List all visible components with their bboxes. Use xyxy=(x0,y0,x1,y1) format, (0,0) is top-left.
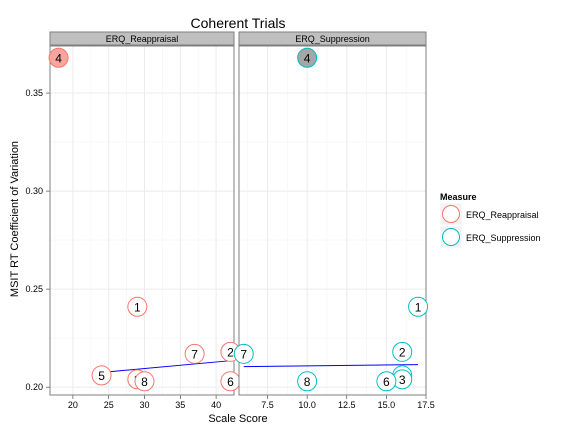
point-label: 4 xyxy=(304,51,311,65)
data-point: 5 xyxy=(91,365,112,386)
point-label: 1 xyxy=(415,300,422,314)
point-label: 8 xyxy=(304,375,311,389)
legend-entry: ERQ_Reappraisal xyxy=(439,202,539,226)
facet-strip-label: ERQ_Reappraisal xyxy=(106,34,179,44)
point-label: 3 xyxy=(399,373,406,387)
facet-strip xyxy=(238,31,427,46)
legend-label: ERQ_Suppression xyxy=(466,233,541,243)
x-axis-title: Scale Score xyxy=(208,413,267,425)
point-label: 5 xyxy=(98,369,105,383)
legend-title: Measure xyxy=(440,192,477,202)
point-label: 7 xyxy=(240,347,247,361)
panel-border xyxy=(49,45,235,396)
data-point: 8 xyxy=(297,371,318,392)
point-label: 4 xyxy=(55,51,62,65)
legend: Measure ERQ_Reappraisal ERQ_Suppression xyxy=(439,192,541,249)
regression-line xyxy=(101,360,231,373)
y-axis-title: MSIT RT Coefficient of Variation xyxy=(9,141,21,297)
point-circle xyxy=(91,365,112,386)
y-tick-label: 0.35 xyxy=(25,88,43,98)
point-label: 7 xyxy=(191,347,198,361)
data-point: 7 xyxy=(233,343,254,364)
point-circle xyxy=(184,343,205,364)
legend-label: ERQ_Reappraisal xyxy=(466,210,539,220)
x-tick-label: 17.5 xyxy=(417,400,435,410)
data-point: 8 xyxy=(134,371,155,392)
data-point: 1 xyxy=(127,296,148,317)
x-tick-label: 20 xyxy=(68,400,78,410)
data-point: 7 xyxy=(184,343,205,364)
point-circle xyxy=(48,47,69,68)
x-tick-label: 30 xyxy=(139,400,149,410)
data-point: 2 xyxy=(392,341,413,362)
point-label: 8 xyxy=(141,375,148,389)
data-point: 6 xyxy=(220,371,241,392)
y-tick-label: 0.20 xyxy=(25,382,43,392)
point-label: 1 xyxy=(134,300,141,314)
point-circle xyxy=(392,341,413,362)
legend-entry: ERQ_Suppression xyxy=(439,225,541,249)
data-point: 6 xyxy=(376,371,397,392)
x-tick-label: 7.5 xyxy=(261,400,274,410)
data-point: 1 xyxy=(408,296,429,317)
legend-key-circle xyxy=(442,205,460,223)
facet-panel-suppression: ERQ_Suppression7.510.012.515.017.5412753… xyxy=(233,31,435,410)
point-label: 2 xyxy=(399,345,406,359)
point-circle xyxy=(376,371,397,392)
facet-strip xyxy=(49,31,235,46)
point-circle xyxy=(408,296,429,317)
y-tick-label: 0.30 xyxy=(25,186,43,196)
point-label: 6 xyxy=(383,375,390,389)
regression-line xyxy=(243,364,419,368)
point-circle xyxy=(297,47,318,68)
point-circle xyxy=(297,371,318,392)
facet-panel-reappraisal: ERQ_Reappraisal202530354041275386 xyxy=(48,31,241,410)
chart-title: Coherent Trials xyxy=(191,15,286,31)
point-circle xyxy=(134,371,155,392)
point-label: 6 xyxy=(227,375,234,389)
point-circle xyxy=(127,296,148,317)
y-tick-label: 0.25 xyxy=(25,284,43,294)
x-tick-label: 25 xyxy=(104,400,114,410)
facet-strip-label: ERQ_Suppression xyxy=(295,34,370,44)
point-label: 2 xyxy=(227,345,234,359)
data-point: 4 xyxy=(48,47,69,68)
point-circle xyxy=(233,343,254,364)
panel-border xyxy=(238,45,427,396)
x-tick-label: 15.0 xyxy=(378,400,396,410)
legend-key-circle xyxy=(442,228,460,246)
data-point: 4 xyxy=(297,47,318,68)
panel-background xyxy=(49,45,235,396)
x-tick-label: 40 xyxy=(211,400,221,410)
x-tick-label: 35 xyxy=(175,400,185,410)
panel-background xyxy=(238,45,427,396)
x-tick-label: 12.5 xyxy=(338,400,356,410)
x-tick-label: 10.0 xyxy=(298,400,316,410)
